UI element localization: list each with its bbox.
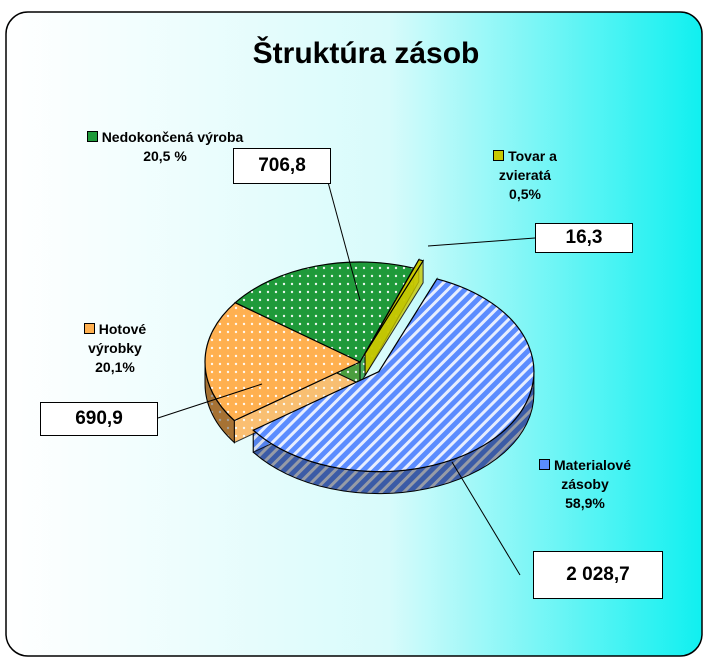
- legend-label: Tovar a zvieratá 0,5%: [470, 147, 580, 204]
- legend-swatch: [83, 323, 95, 334]
- slice: [234, 261, 415, 363]
- slice-side-shade: [253, 371, 534, 494]
- legend-label: Hotové výrobky 20,1%: [60, 320, 170, 377]
- value-label: 2 028,7: [533, 551, 663, 599]
- legend-name: Materialové zásoby: [553, 457, 632, 492]
- legend-swatch: [538, 459, 550, 470]
- legend-label: Nedokončená výroba 20,5 %: [80, 128, 250, 166]
- percent-label: 20,1%: [95, 359, 135, 375]
- percent-label: 58,9%: [565, 495, 605, 511]
- percent-label: 20,5 %: [143, 148, 187, 164]
- leader-line: [451, 461, 521, 576]
- leader-line: [427, 237, 536, 247]
- percent-label: 0,5%: [509, 186, 541, 202]
- value-label: 690,9: [40, 402, 158, 436]
- chart-title: Štruktúra zásob: [253, 36, 480, 70]
- legend-label: Materialové zásoby 58,9%: [520, 456, 650, 513]
- value-label: 16,3: [535, 223, 633, 253]
- legend-swatch: [493, 150, 505, 161]
- legend-name: Nedokončená výroba: [101, 129, 244, 145]
- slice: [252, 278, 535, 473]
- value-label: 706,8: [233, 148, 331, 184]
- legend-name: Tovar a zvieratá: [498, 148, 557, 183]
- legend-name: Hotové výrobky: [88, 321, 147, 356]
- slice: [204, 301, 362, 422]
- slice-side-shade: [205, 362, 235, 443]
- leader-line: [157, 383, 263, 419]
- legend-swatch: [86, 131, 98, 142]
- slice: [364, 259, 425, 354]
